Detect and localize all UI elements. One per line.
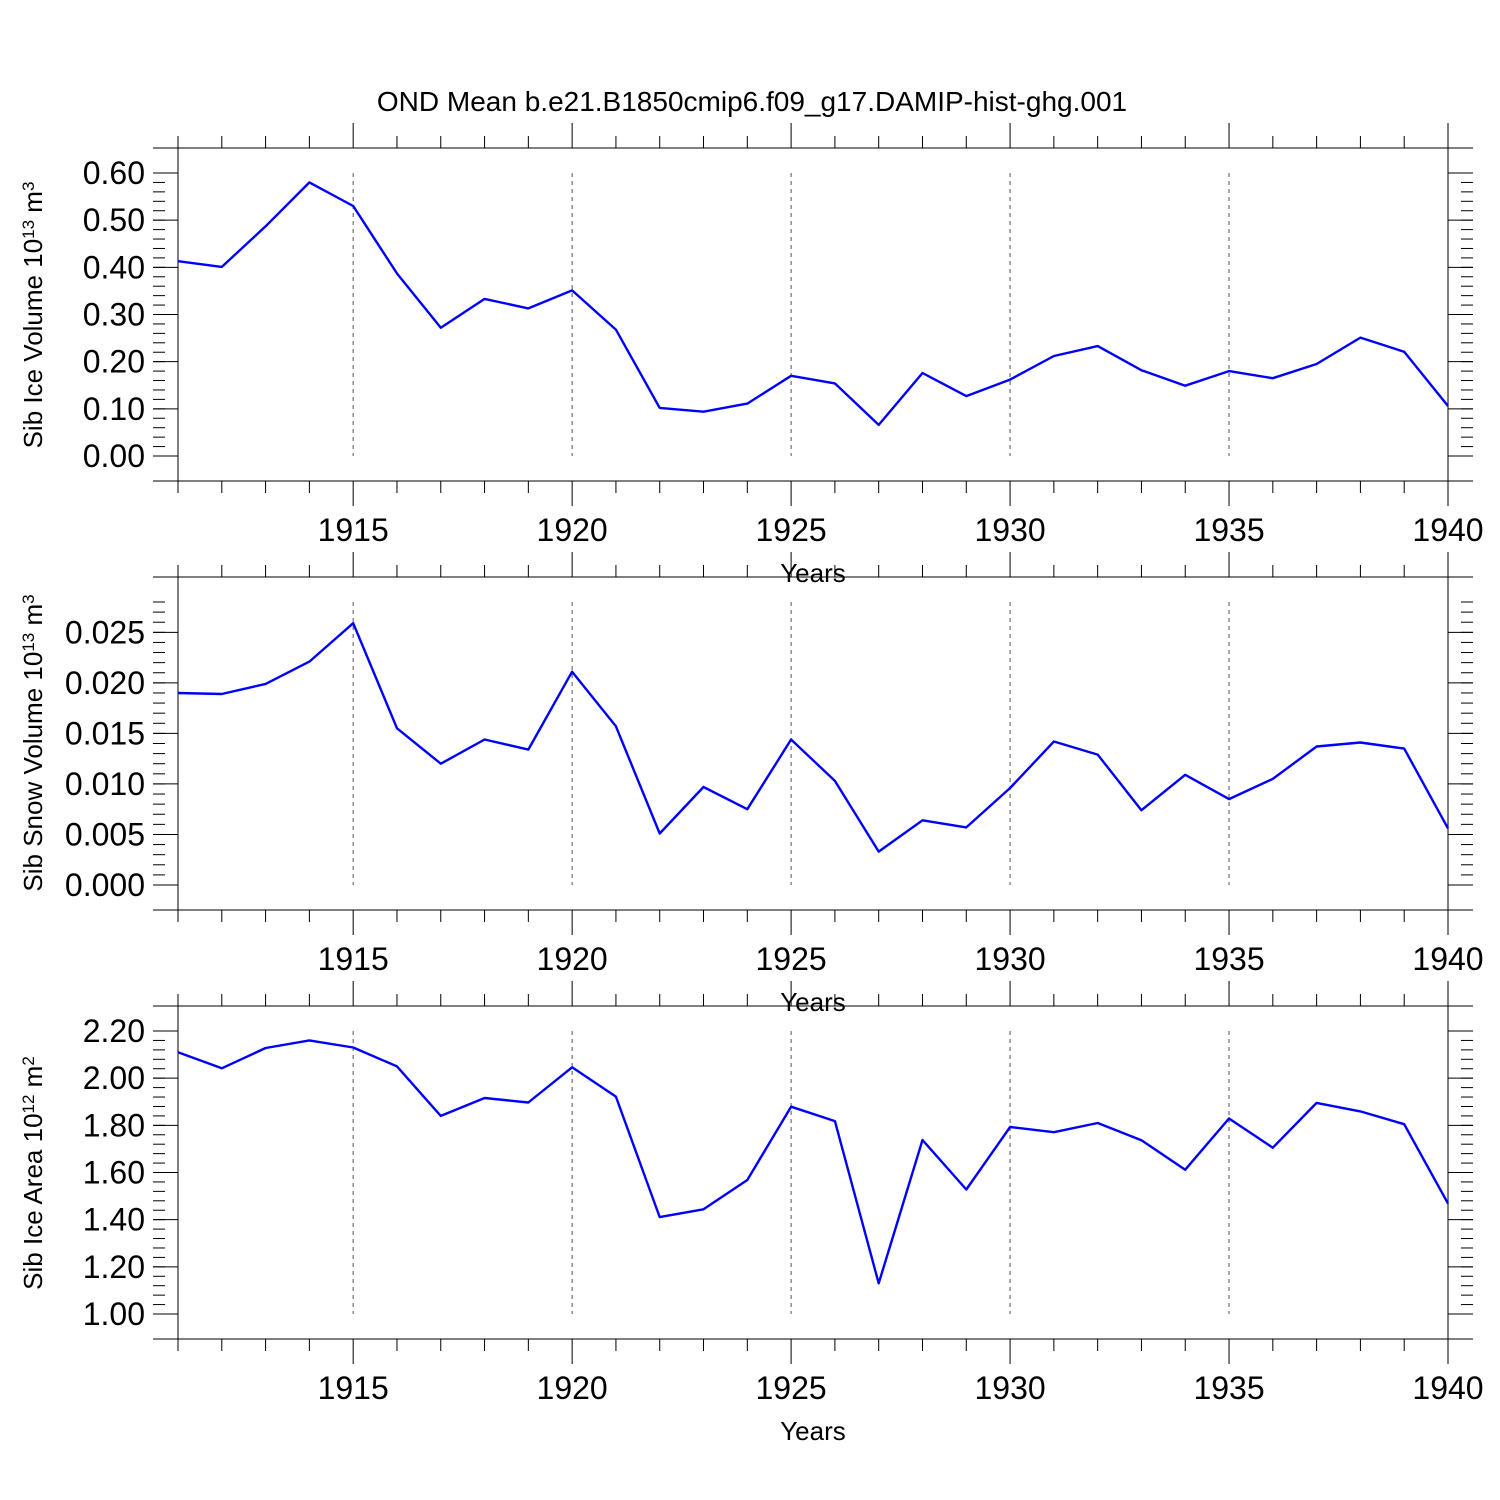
y-tick-label: 1.00 [83, 1296, 145, 1332]
x-tick-label: 1935 [1193, 512, 1264, 548]
y-tick-label: 1.40 [83, 1202, 145, 1238]
y-tick-label: 2.00 [83, 1060, 145, 1096]
panel-2: 0.000 0.005 0.010 0.015 0.020 0.025 1915 1920 19… [18, 552, 1484, 1017]
x-tick-label: 1930 [974, 1370, 1045, 1406]
panels: 0.00 0.10 0.20 0.30 0.40 0.50 0.60 1915 1920 1925… [18, 123, 1484, 1446]
y-axis-label-superscript: 3 [19, 594, 38, 603]
x-tick-label: 1915 [318, 941, 389, 977]
y-axis-label-text: m [18, 604, 48, 633]
panel-3: 1.00 1.20 1.40 1.60 1.80 2.00 2.20 1915 1920 1925… [18, 981, 1484, 1446]
y-axis-label-superscript: 2 [19, 1056, 38, 1065]
x-tick-label: 1915 [318, 512, 389, 548]
x-tick-label: 1925 [756, 512, 827, 548]
y-axis-label-superscript: 3 [19, 182, 38, 191]
y-axis-label-text: m [18, 1066, 48, 1095]
x-tick-label: 1935 [1193, 1370, 1264, 1406]
y-tick-label: 0.025 [65, 614, 145, 650]
series-line-1 [177, 622, 1450, 853]
y-tick-label: 1.20 [83, 1249, 145, 1285]
x-tick-label: 1935 [1193, 941, 1264, 977]
y-axis-label: Sib Snow Volume 1013 m3 [18, 594, 48, 891]
chart-title: OND Mean b.e21.B1850cmip6.f09_g17.DAMIP-… [377, 86, 1127, 117]
y-tick-label: 0.60 [83, 155, 145, 191]
y-tick-label: 0.50 [83, 202, 145, 238]
y-tick-label: 0.005 [65, 816, 145, 852]
x-axis-label: Years [780, 558, 846, 588]
y-tick-label: 2.20 [83, 1013, 145, 1049]
x-tick-label: 1925 [756, 941, 827, 977]
x-axis-label: Years [780, 987, 846, 1017]
x-tick-label: 1940 [1412, 941, 1483, 977]
y-axis-label-superscript: 12 [19, 1095, 38, 1114]
y-axis-label-superscript: 13 [19, 220, 38, 239]
y-tick-label: 0.015 [65, 715, 145, 751]
y-axis-label-text: Sib Snow Volume 10 [18, 652, 48, 892]
y-axis-label-text: m [18, 191, 48, 220]
y-tick-label: 1.60 [83, 1155, 145, 1191]
y-tick-label: 0.000 [65, 867, 145, 903]
x-tick-label: 1920 [537, 512, 608, 548]
y-tick-label: 0.40 [83, 249, 145, 285]
series-line-1 [177, 181, 1449, 427]
y-axis-label-text: Sib Ice Volume 10 [18, 239, 48, 449]
x-tick-label: 1920 [537, 1370, 608, 1406]
y-tick-label: 0.20 [83, 344, 145, 380]
panel-1: 0.00 0.10 0.20 0.30 0.40 0.50 0.60 1915 1920 1925… [18, 123, 1484, 588]
series-line-1 [177, 1039, 1450, 1285]
y-tick-label: 0.30 [83, 297, 145, 333]
x-axis-label: Years [780, 1416, 846, 1446]
y-axis-label-text: Sib Ice Area 10 [18, 1113, 48, 1289]
y-tick-label: 0.010 [65, 766, 145, 802]
x-tick-label: 1925 [756, 1370, 827, 1406]
y-tick-label: 1.80 [83, 1107, 145, 1143]
y-tick-label: 0.10 [83, 391, 145, 427]
x-tick-label: 1920 [537, 941, 608, 977]
y-tick-label: 0.020 [65, 665, 145, 701]
x-tick-label: 1930 [974, 941, 1045, 977]
x-tick-label: 1940 [1412, 512, 1483, 548]
y-tick-label: 0.00 [83, 438, 145, 474]
y-axis-label: Sib Ice Volume 1013 m3 [18, 182, 48, 449]
x-tick-label: 1930 [974, 512, 1045, 548]
y-axis-label-superscript: 13 [19, 633, 38, 652]
x-tick-label: 1940 [1412, 1370, 1483, 1406]
y-axis-label: Sib Ice Area 1012 m2 [18, 1056, 48, 1290]
x-tick-label: 1915 [318, 1370, 389, 1406]
